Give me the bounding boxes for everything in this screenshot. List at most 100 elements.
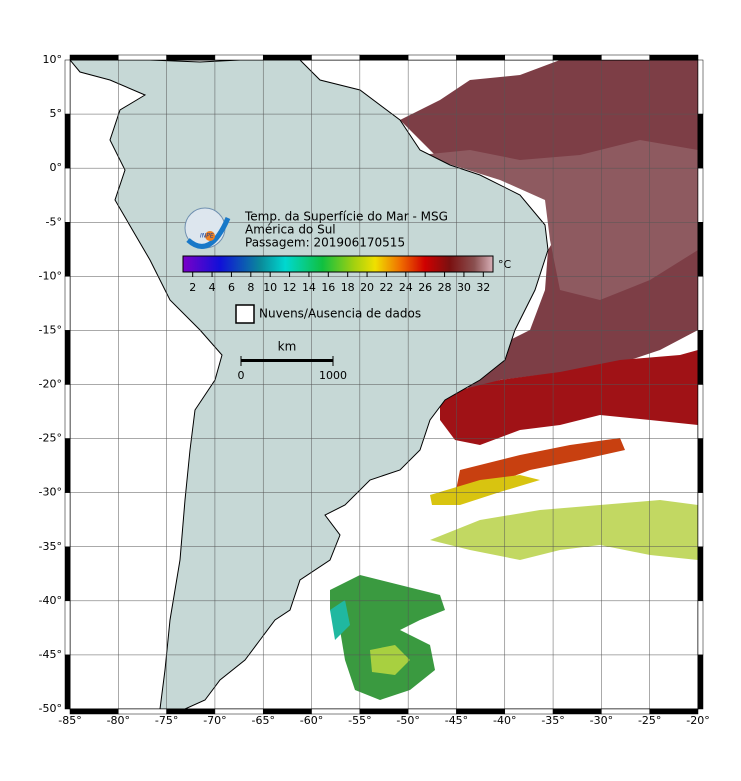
frame-segment xyxy=(697,546,704,602)
frame-segment xyxy=(359,54,409,61)
frame-segment xyxy=(552,54,602,61)
lon-tick-label: -80° xyxy=(107,714,130,727)
colorbar-tick-label: 12 xyxy=(283,281,297,294)
lat-tick-label: -35° xyxy=(39,540,62,553)
frame-segment xyxy=(262,54,312,61)
colorbar-tick-label: 14 xyxy=(302,281,316,294)
frame-segment xyxy=(697,384,704,439)
frame-segment xyxy=(118,54,167,61)
scale-bar-body xyxy=(241,359,333,362)
logo-arrow xyxy=(186,217,231,249)
lon-tick-label: -40° xyxy=(493,714,516,727)
frame-segment xyxy=(697,113,704,169)
lat-tick-label: -10° xyxy=(39,269,62,282)
frame-segment xyxy=(601,54,650,61)
sst-yellow xyxy=(430,475,540,505)
no-data-label: Nuvens/Ausencia de dados xyxy=(259,307,421,321)
legend-title: Temp. da Superfície do Mar - MSG xyxy=(244,210,448,224)
lon-tick-label: -85° xyxy=(58,714,81,727)
legend-pass: Passagem: 201906170515 xyxy=(245,236,405,250)
frame-segment xyxy=(64,492,71,547)
frame-segment xyxy=(64,654,71,710)
sst-warm xyxy=(400,60,698,390)
lat-tick-label: -40° xyxy=(39,594,62,607)
frame-segment xyxy=(64,600,71,656)
frame-segment xyxy=(649,54,699,61)
logo-text: INPE xyxy=(200,233,214,240)
frame-segment xyxy=(697,167,704,223)
lat-tick-label: -5° xyxy=(46,215,62,228)
frame-ticks xyxy=(64,54,704,715)
frame-segment xyxy=(697,438,704,493)
sst-south xyxy=(330,575,445,700)
frame-segment xyxy=(649,708,699,715)
frame-segment xyxy=(697,59,704,115)
lat-tick-label: -50° xyxy=(39,702,62,715)
colorbar-tick-label: 20 xyxy=(360,281,374,294)
frame-segment xyxy=(504,54,554,61)
lon-tick-label: -45° xyxy=(445,714,468,727)
frame-segment xyxy=(697,330,704,385)
lat-tick-label: 0° xyxy=(50,161,63,174)
frame-segment xyxy=(311,54,361,61)
colorbar-ticks: 2 4 6 8 10 12 14 16 18 20 22 24 26 28 30 32 xyxy=(189,272,490,294)
lat-tick-label: 5° xyxy=(50,107,63,120)
frame-segment xyxy=(407,54,457,61)
colorbar-tick-label: 4 xyxy=(209,281,216,294)
no-data-swatch xyxy=(235,304,255,324)
frame-segment xyxy=(64,167,71,223)
map-body xyxy=(70,60,698,709)
colorbar-tick-label: 16 xyxy=(321,281,335,294)
colorbar-tick-label: 30 xyxy=(457,281,471,294)
frame-segment xyxy=(166,54,216,61)
colorbar-tick-label: 6 xyxy=(228,281,235,294)
scale-unit: km xyxy=(278,340,297,354)
lon-tick-label: -65° xyxy=(251,714,274,727)
colorbar-tick-label: 22 xyxy=(379,281,393,294)
colorbar-tick-label: 28 xyxy=(438,281,452,294)
lat-tick-label: -30° xyxy=(39,486,62,499)
colorbar-tick-label: 26 xyxy=(418,281,432,294)
frame-segment xyxy=(64,113,71,169)
colorbar-tick-label: 8 xyxy=(247,281,254,294)
colorbar-unit: °C xyxy=(498,258,512,271)
sst-warm-2 xyxy=(420,140,698,300)
lat-tick-label: -25° xyxy=(39,432,62,445)
frame-segment xyxy=(64,546,71,602)
sst-south-2 xyxy=(370,645,410,675)
lat-tick-label: -20° xyxy=(39,378,62,391)
lon-tick-label: -30° xyxy=(590,714,613,727)
colorbar-tick-label: 10 xyxy=(263,281,277,294)
colorbar-tick-label: 2 xyxy=(189,281,196,294)
frame-segment xyxy=(64,276,71,331)
colorbar-tick-label: 24 xyxy=(399,281,413,294)
frame-segment xyxy=(697,276,704,331)
lon-tick-label: -70° xyxy=(203,714,226,727)
legend-region: América do Sul xyxy=(245,223,336,237)
frame-segment xyxy=(697,654,704,710)
logo: INPE xyxy=(184,207,231,249)
frame-segment xyxy=(69,54,119,61)
sst-lightgreen xyxy=(430,500,698,560)
frame-segment xyxy=(697,492,704,547)
frame-segment xyxy=(697,600,704,656)
colorbar-tick-label: 18 xyxy=(341,281,355,294)
frame-segment xyxy=(64,330,71,385)
frame-segment xyxy=(64,438,71,493)
frame-segment xyxy=(214,54,264,61)
scale-tick-label: 0 xyxy=(238,369,245,382)
scale-tick-label: 1000 xyxy=(319,369,347,382)
frame-segment xyxy=(64,222,71,277)
frame-segment xyxy=(697,222,704,277)
sst-red xyxy=(440,350,698,445)
lon-tick-label: -20° xyxy=(686,714,709,727)
lon-tick-label: -50° xyxy=(396,714,419,727)
frame-segment xyxy=(456,54,506,61)
lon-tick-label: -25° xyxy=(638,714,661,727)
sst-south-3 xyxy=(330,600,350,640)
lon-tick-label: -60° xyxy=(300,714,323,727)
lat-tick-label: -45° xyxy=(39,648,62,661)
lon-tick-label: -55° xyxy=(348,714,371,727)
frame-segment xyxy=(64,59,71,115)
